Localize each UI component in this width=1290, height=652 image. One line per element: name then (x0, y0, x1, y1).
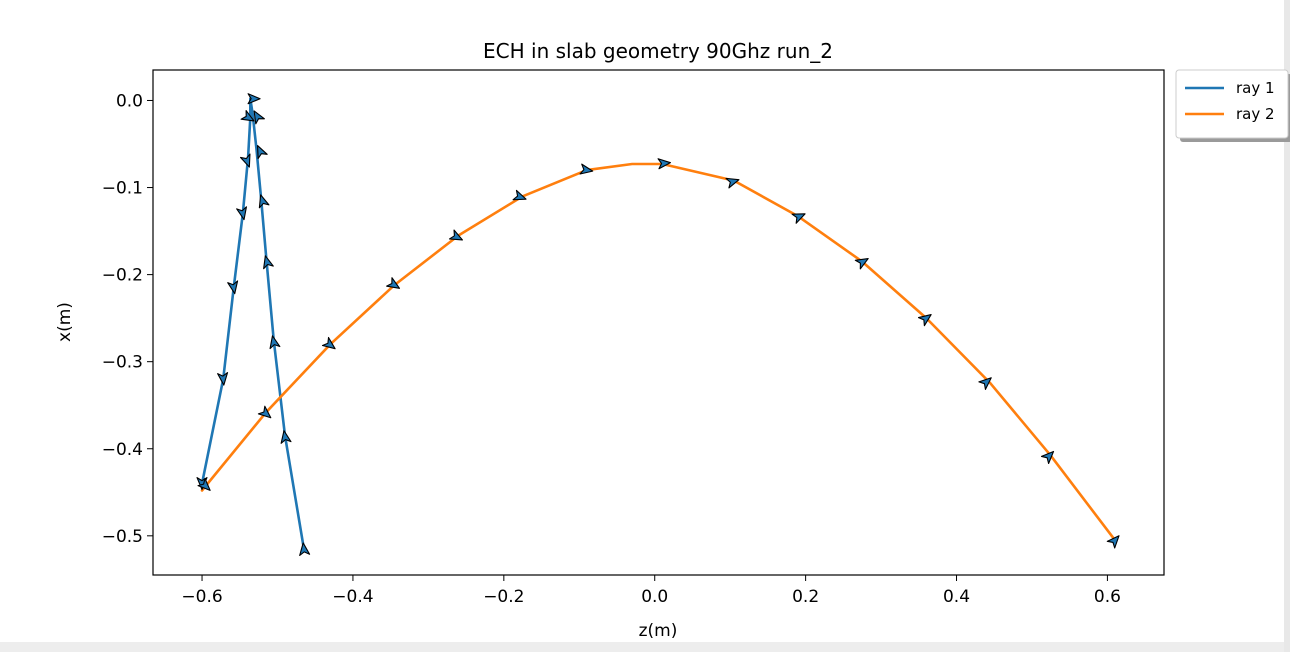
window-edge-right (1284, 0, 1290, 652)
direction-arrow-ray-2-1 (197, 477, 211, 491)
legend: ray 1 ray 2 (1175, 69, 1290, 142)
direction-arrow-ray-2-6 (512, 189, 527, 201)
y-axis-label: x(m) (55, 302, 75, 342)
direction-arrow-ray-1-4 (236, 206, 247, 221)
y-tick-label: −0.4 (102, 440, 143, 460)
series-line-ray-1 (200, 97, 306, 551)
series-line-ray-2 (200, 162, 1117, 542)
y-tick-label: −0.5 (102, 527, 143, 547)
legend-label-ray-1: ray 1 (1236, 79, 1275, 97)
x-axis-label: z(m) (639, 621, 678, 641)
direction-arrow-ray-1-10 (258, 194, 270, 209)
direction-arrow-ray-1-11 (263, 255, 274, 270)
x-tick-label: −0.4 (332, 587, 373, 607)
y-tick-label: −0.1 (102, 179, 143, 199)
direction-arrow-ray-2-11 (854, 258, 869, 270)
x-axis-ticks: −0.6 −0.4 −0.2 0.0 0.2 0.4 0.6 (181, 575, 1121, 607)
legend-label-ray-2: ray 2 (1236, 105, 1275, 123)
direction-arrow-ray-2-12 (917, 314, 932, 327)
direction-arrow-ray-2-8 (657, 158, 672, 170)
window-edge-bottom (0, 642, 1284, 652)
direction-arrow-ray-2-9 (725, 177, 740, 189)
direction-arrow-ray-2-10 (791, 213, 806, 224)
direction-arrow-ray-1-12 (269, 335, 281, 350)
direction-arrow-ray-2-4 (386, 277, 401, 289)
direction-arrow-ray-2-15 (1106, 535, 1120, 549)
direction-arrow-ray-1-8 (253, 110, 265, 125)
direction-arrow-ray-1-7 (247, 93, 261, 105)
x-tick-label: −0.6 (181, 587, 222, 607)
direction-arrow-ray-2-13 (978, 377, 992, 390)
y-tick-label: 0.0 (116, 91, 143, 111)
direction-arrow-ray-1-13 (280, 430, 292, 444)
direction-arrow-ray-2-5 (448, 229, 463, 241)
direction-arrow-ray-1-3 (227, 280, 239, 295)
direction-arrow-ray-1-2 (217, 372, 229, 386)
chart-title: ECH in slab geometry 90Ghz run_2 (483, 39, 833, 63)
x-tick-label: 0.4 (943, 587, 970, 607)
x-tick-label: −0.2 (483, 587, 524, 607)
arrow-layer (196, 93, 1120, 557)
direction-arrow-ray-1-5 (239, 153, 251, 168)
series-layer (200, 97, 1117, 551)
direction-arrow-ray-2-14 (1040, 450, 1055, 465)
x-tick-label: 0.6 (1094, 587, 1121, 607)
direction-arrow-ray-1-6 (240, 110, 255, 122)
direction-arrow-ray-2-2 (257, 405, 272, 419)
x-tick-label: 0.2 (792, 587, 819, 607)
y-tick-label: −0.2 (102, 266, 143, 286)
direction-arrow-ray-2-3 (321, 336, 336, 350)
y-axis-ticks: 0.0 −0.1 −0.2 −0.3 −0.4 −0.5 (102, 91, 153, 547)
direction-arrow-ray-1-14 (299, 542, 311, 557)
x-tick-label: 0.0 (641, 587, 668, 607)
direction-arrow-ray-1-9 (257, 145, 268, 160)
y-tick-label: −0.3 (102, 353, 143, 373)
direction-arrow-ray-2-7 (579, 163, 594, 175)
plot-area-frame (152, 69, 1165, 576)
